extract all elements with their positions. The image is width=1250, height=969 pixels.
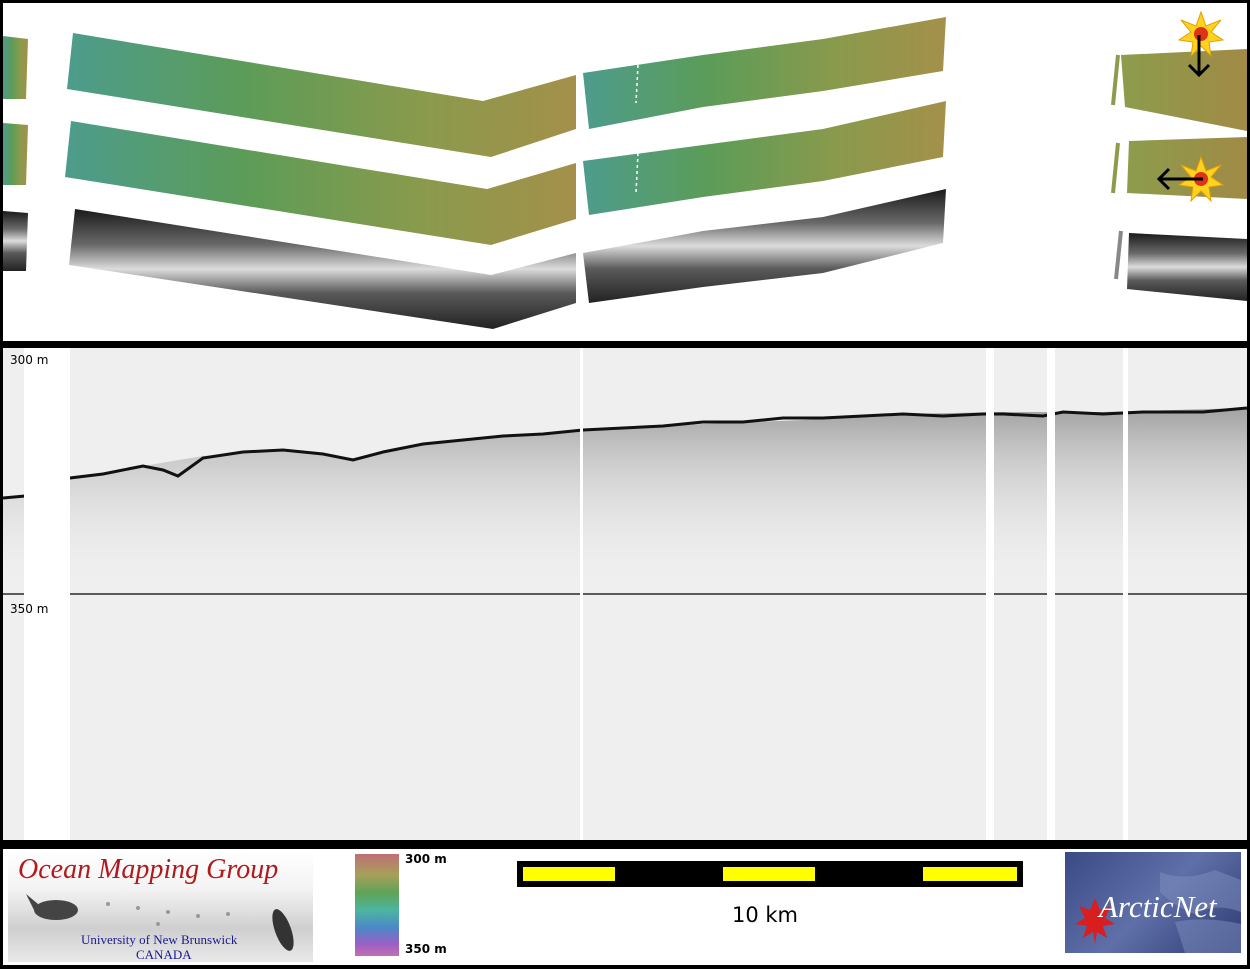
colorbar-bottom-label: 350 m xyxy=(405,942,447,956)
sonar-vehicle-icon xyxy=(26,894,294,951)
swath-row-2-left-fragment xyxy=(3,123,28,185)
legend-panel: Ocean Mapping Group University of New Br… xyxy=(3,849,1247,965)
university-name: University of New Brunswick xyxy=(81,932,238,947)
swath-row-2-main xyxy=(65,121,576,245)
scale-segment xyxy=(723,867,815,881)
swath-row-3-middle xyxy=(583,189,946,303)
depth-label-mid: 350 m xyxy=(10,602,49,616)
partner-logo-text: ArcticNet xyxy=(1099,889,1217,924)
scale-bar xyxy=(517,861,1023,887)
org-name: Ocean Mapping Group xyxy=(18,854,279,885)
swath-row-3-main xyxy=(69,209,576,329)
scale-segment xyxy=(523,867,615,881)
data-gap xyxy=(24,348,70,840)
swath-map xyxy=(3,10,1247,329)
scale-label: 10 km xyxy=(732,903,799,927)
data-gap xyxy=(1123,348,1128,840)
colorbar-top-label: 300 m xyxy=(405,852,447,866)
data-gap xyxy=(986,348,994,840)
swath-row-3-right xyxy=(1127,233,1247,301)
depth-label-top: 300 m xyxy=(10,353,49,367)
maple-leaf-icon xyxy=(1075,870,1241,953)
data-gap xyxy=(580,348,583,840)
swath-row-2-middle xyxy=(583,101,946,215)
scale-segment xyxy=(923,867,1017,881)
ocean-mapping-group-logo: Ocean Mapping Group University of New Br… xyxy=(8,852,313,962)
sun-burst-icon xyxy=(1177,10,1225,58)
country-name: CANADA xyxy=(136,947,192,962)
arrow-down-icon xyxy=(1187,35,1211,78)
subbottom-profile-panel: 300 m 350 m xyxy=(3,348,1247,840)
swath-row-1-right xyxy=(1121,49,1247,131)
swath-row-1-left-fragment xyxy=(3,36,28,99)
arrow-left-icon xyxy=(1156,167,1203,191)
arcticnet-logo: ArcticNet xyxy=(1065,852,1241,953)
subbottom-scatter xyxy=(3,408,1247,588)
swath-row-1-main xyxy=(67,33,576,157)
swath-map-panel xyxy=(3,3,1247,341)
depth-colorbar xyxy=(355,854,399,956)
swath-row-1-middle xyxy=(583,17,946,129)
seafloor-reflector xyxy=(3,406,1247,500)
data-gap xyxy=(1047,348,1055,840)
profile-echogram xyxy=(3,406,1247,595)
swath-row-3-left-fragment xyxy=(3,211,28,271)
